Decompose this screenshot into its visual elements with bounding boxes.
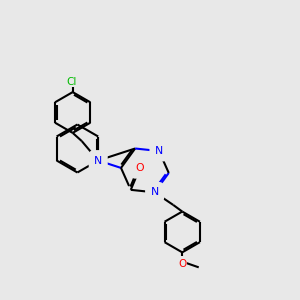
Text: O: O: [136, 163, 144, 173]
Text: Cl: Cl: [66, 76, 76, 87]
Text: O: O: [178, 260, 186, 269]
Text: N: N: [151, 188, 159, 197]
Text: N: N: [155, 146, 163, 156]
Text: N: N: [94, 155, 102, 166]
